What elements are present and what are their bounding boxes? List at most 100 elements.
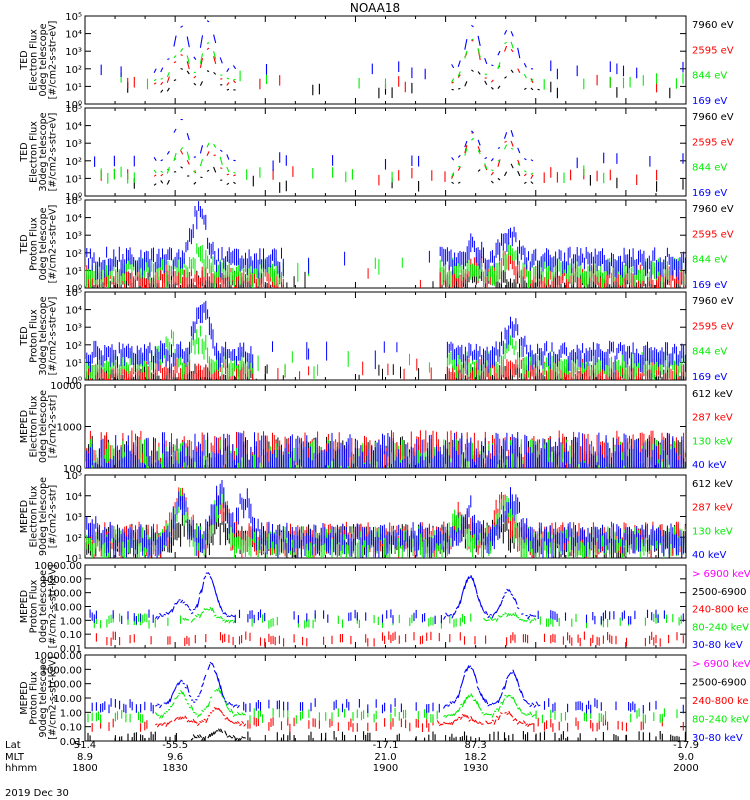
y-tick-label: 10³ [65,513,82,524]
y-tick-label: 10⁴ [65,214,82,225]
y-axis-label: MEPEDElectron Flux90deg telescope[#/cm2-… [19,477,59,556]
y-tick-label: 10² [65,533,82,544]
series-trace [85,432,686,468]
series-169-ev [85,201,686,281]
legend-label: 2500-6900 [692,587,747,598]
series-trace [91,661,684,714]
y-tick-label: 1000 [57,423,82,434]
y-tick-label: 10⁵ [65,471,82,482]
legend-label: 7960 eV [692,20,734,31]
y-tick-label: 10⁰ [65,376,82,387]
y-tick-label: 1.00 [60,708,82,719]
series-group [100,20,684,99]
y-tick-label: 10¹ [65,358,82,369]
y-tick-label: 10⁵ [65,12,82,23]
y-axis-label-line: [#/cm2-s-str] [47,395,58,458]
series-844-ev [120,38,684,90]
y-axis-label-line: [#/cm2-s-str-keV] [47,565,58,649]
y-tick-label: 10³ [65,139,82,150]
x-axis-value: -17.9 [673,740,699,751]
y-axis-label-line: Proton Flux [28,671,39,725]
series-trace [85,201,686,281]
x-axis-value: 1830 [162,763,187,774]
x-axis-row-label: Lat [5,740,21,751]
y-axis-label-line: Proton Flux [28,309,39,363]
y-tick-label: 10⁰ [65,284,82,295]
series-group [94,118,684,193]
series-trace [95,631,684,647]
y-axis-label-line: Electron Flux [28,121,39,183]
series-169-ev [94,118,684,171]
legend-label: 2595 eV [692,321,734,332]
x-axis-row-label: hhmm [5,763,37,774]
x-axis-value: 8.9 [77,752,93,763]
panel-4: 10⁰ 10¹ 10² 10³ 10⁴ 10⁵ TEDProton Flux30deg te… [19,288,734,387]
y-tick-label: 10000.00 [34,561,82,572]
y-tick-label: 10⁴ [65,30,82,41]
y-axis-label-line: [#/cm2-s-str-eV] [47,297,58,376]
y-tick-label: 10¹ [65,82,82,93]
legend-label: 844 eV [692,347,727,358]
y-tick-label: 10000.00 [34,651,82,662]
series-2595-ev [100,132,658,186]
series-trace [94,118,684,171]
x-axis-value: 2000 [673,763,698,774]
series-169-ev [100,20,684,80]
series-trace [100,20,684,80]
y-axis-label: TEDProton Flux30deg telescope[#/cm2-s-st… [19,296,59,375]
y-tick-label: 10.00 [53,694,82,705]
y-tick-label: 10⁰ [65,192,82,203]
y-axis-label-line: 0deg telescope [38,23,49,96]
y-tick-label: 10⁴ [65,122,82,133]
y-axis-label-line: 0deg telescope [38,570,49,643]
y-tick-label: 1000.00 [41,575,82,586]
x-axis-value: -17.1 [373,740,399,751]
legend-label: 612 keV [692,389,733,400]
x-axis-value: 9.6 [167,752,183,763]
y-axis-label: TEDProton Flux0deg telescope[#/cm2-s-str… [19,205,59,284]
legend-label: > 6900 keV [692,659,750,670]
series-80-240-kev [87,687,678,724]
y-axis-label-line: MEPED [19,410,30,443]
x-axis-value: -55.5 [162,740,188,751]
y-tick-label: 1000.00 [41,665,82,676]
y-axis-label-line: TED [19,234,30,254]
panel-frame [84,654,687,742]
legend-label: 40 keV [692,460,726,471]
y-axis-label-line: Electron Flux [28,29,39,91]
legend-label: > 6900 keV [692,569,750,580]
x-axis-value: 51.4 [74,740,96,751]
legend-label: 7960 eV [692,296,734,307]
y-axis-label-line: TED [19,50,30,70]
panel-frame [84,107,687,197]
legend-label: 2595 eV [692,137,734,148]
y-axis-label: MEPEDProton Flux0deg telescope[#/cm2-s-s… [19,565,59,649]
legend-label: 2595 eV [692,45,734,56]
series-group [87,661,686,741]
y-tick-label: 10¹ [65,266,82,277]
y-tick-label: 10² [65,157,82,168]
series-169-ev [85,300,686,375]
series-30-80-kev [91,661,684,714]
panel-3: 10⁰ 10¹ 10² 10³ 10⁴ 10⁵ TEDProton Flux0deg tel… [19,196,734,295]
legend-label: 169 eV [692,280,727,291]
series-30-80-kev [89,572,684,625]
series-trace [89,572,684,625]
x-axis-value: 1930 [463,763,488,774]
legend-label: 80-240 keV [692,715,749,726]
y-axis-label: MEPEDElectron Flux0deg telescope[#/cm2-s… [19,390,59,463]
panel-8: 0.010.101.0010.00100.001000.0010000.00ME… [19,651,750,748]
y-tick-label: 10¹ [65,174,82,185]
y-axis-label-line: MEPED [19,590,30,623]
y-tick-label: 0.01 [60,644,82,655]
panel-7: 0.010.101.0010.00100.001000.0010000.00ME… [19,561,750,655]
y-tick-label: 10⁵ [65,288,82,299]
date-label: 2019 Dec 30 [5,788,69,799]
series-trace [87,728,686,741]
legend-label: 612 keV [692,479,733,490]
x-axis-value: 18.2 [465,752,487,763]
legend-label: 169 eV [692,96,727,107]
y-axis-label-line: TED [19,142,30,162]
series-2500-6900 [87,728,686,741]
